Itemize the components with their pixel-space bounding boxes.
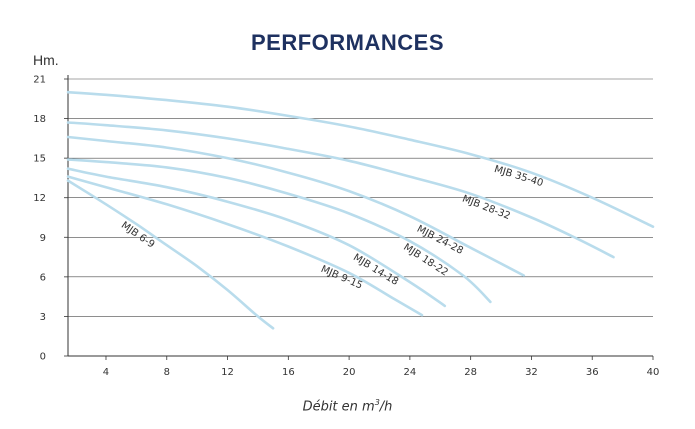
curve-mjb-28-32 [66,121,615,259]
y-tick-label: 0 [40,352,46,363]
y-tick-label: 6 [40,272,46,283]
x-tick-label: 24 [404,367,417,378]
curve-mjb-18-22 [66,158,492,304]
curves [66,90,655,330]
gridlines [68,78,653,317]
x-axis-label-tail: /h [379,399,393,415]
curve-mjb-9-15 [66,175,424,317]
x-tick-label: 40 [647,367,660,378]
x-axis-label-text: Débit en m [302,399,375,415]
y-tick-label: 21 [33,75,46,86]
y-tick-label: 9 [40,233,46,244]
curve-mjb-35-40 [66,90,655,228]
y-axis-label: Hm. [33,52,59,68]
x-axis-label: Débit en m3/h [0,398,695,414]
curve-mjb-14-18 [66,167,447,308]
x-tick-label: 36 [586,367,599,378]
x-tick-label: 20 [343,367,356,378]
x-tick-label: 28 [464,367,477,378]
x-tick-label: 32 [525,367,538,378]
y-tick-label: 12 [33,193,46,204]
x-tick-label: 12 [221,367,234,378]
y-tick-label: 18 [33,114,46,125]
x-tick-label: 16 [282,367,295,378]
x-tick-label: 4 [103,367,109,378]
page-title: PERFORMANCES [250,30,444,55]
x-axis-label-sup: 3 [374,398,380,407]
y-tick-label: 3 [40,312,46,323]
curve-mjb-6-9 [66,179,275,330]
y-tick-label: 15 [33,154,46,165]
x-tick-label: 8 [164,367,170,378]
curve-mjb-24-28 [66,135,526,277]
